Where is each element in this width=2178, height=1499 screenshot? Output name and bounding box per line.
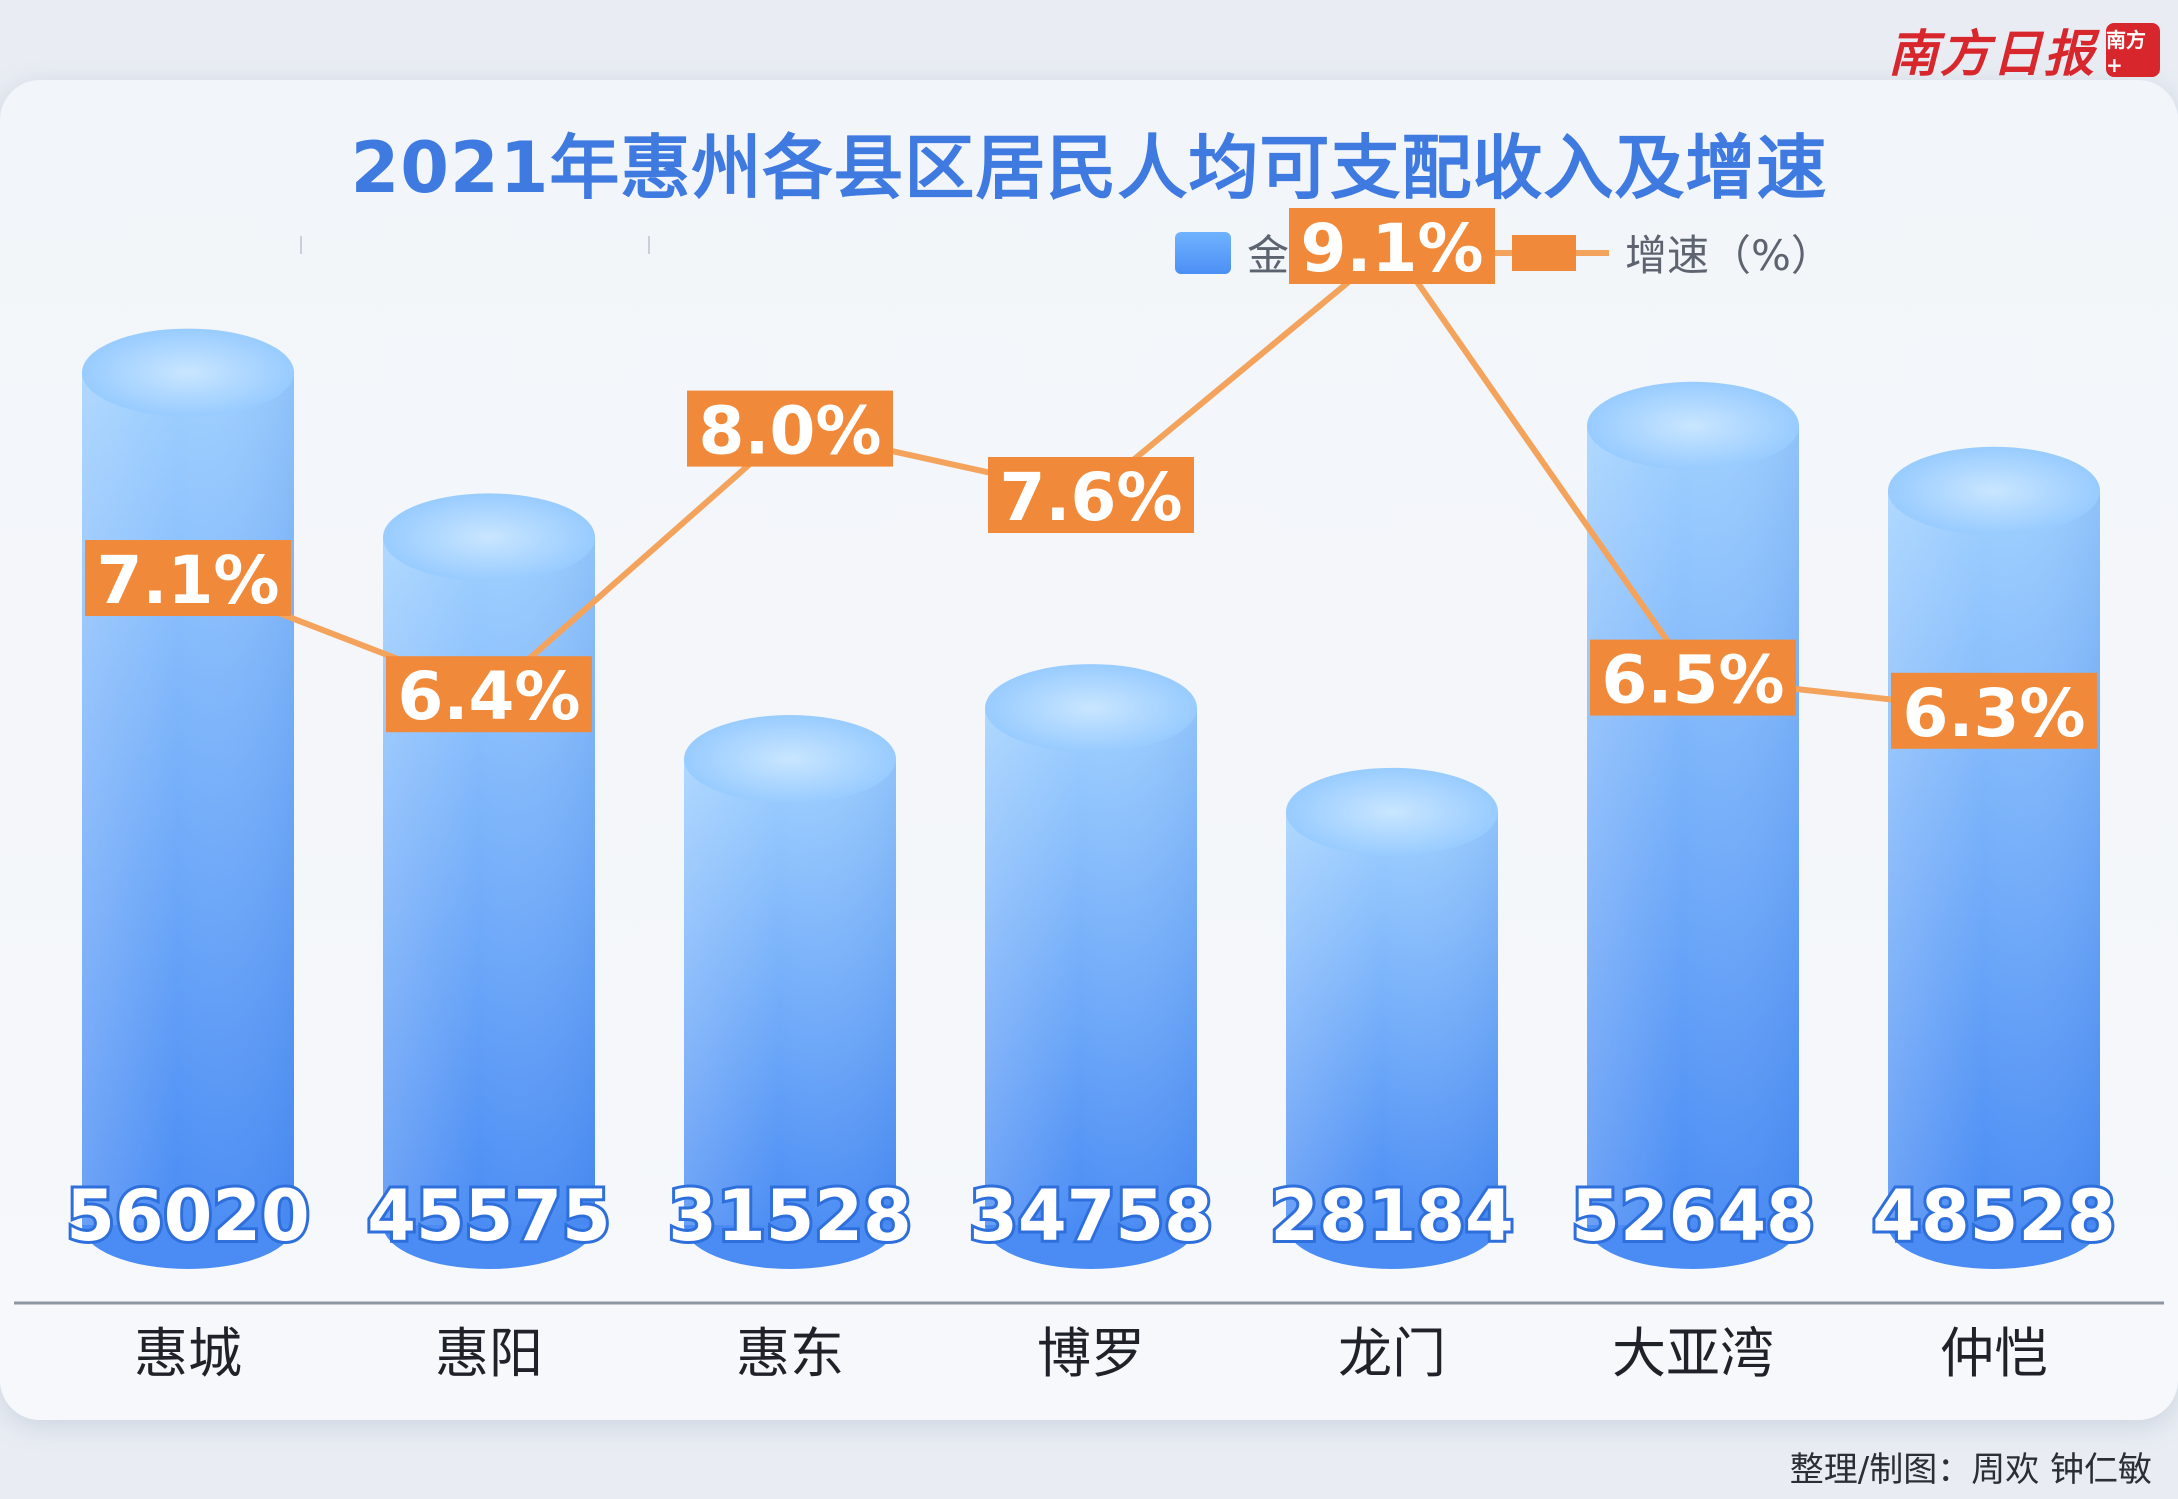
bar-value-label: 28184 bbox=[1270, 1175, 1514, 1257]
decorative-tick bbox=[300, 236, 302, 254]
legend-line-label: 增速（%） bbox=[1625, 231, 1833, 280]
bar-value-label: 52648 bbox=[1571, 1175, 1815, 1257]
bar-大亚湾 bbox=[1587, 381, 1799, 1269]
growth-label: 8.0% bbox=[698, 393, 881, 470]
growth-point-仲恺: 6.3% bbox=[1891, 672, 2097, 752]
bar-value-label: 56020 bbox=[66, 1175, 310, 1257]
legend-line-swatch bbox=[1479, 234, 1610, 271]
growth-label: 7.6% bbox=[999, 459, 1182, 536]
bar-惠东 bbox=[684, 715, 896, 1269]
brand-badge: 南方+ bbox=[2106, 23, 2160, 77]
x-tick-label: 惠东 bbox=[736, 1322, 844, 1385]
x-tick-label: 惠城 bbox=[134, 1322, 242, 1385]
brand-name: 南方日报 bbox=[1888, 24, 2096, 83]
brand-logo: 南方日报 南方+ bbox=[1888, 14, 2160, 86]
growth-label: 9.1% bbox=[1300, 210, 1483, 287]
bar-博罗 bbox=[985, 664, 1197, 1269]
bar-value-label: 48528 bbox=[1872, 1175, 2116, 1257]
x-tick-label: 仲恺 bbox=[1940, 1322, 2048, 1385]
decorative-tick bbox=[648, 236, 650, 254]
growth-point-惠阳: 6.4% bbox=[386, 656, 592, 735]
growth-point-博罗: 7.6% bbox=[988, 457, 1194, 536]
growth-label: 7.1% bbox=[96, 542, 279, 619]
chart-title: 2021年惠州各县区居民人均可支配收入及增速 bbox=[350, 127, 1828, 209]
x-tick-label: 大亚湾 bbox=[1612, 1322, 1774, 1385]
x-tick-label: 龙门 bbox=[1338, 1322, 1446, 1385]
growth-label: 6.3% bbox=[1902, 675, 2085, 752]
bar-value-label: 45575 bbox=[367, 1175, 611, 1257]
x-tick-label: 博罗 bbox=[1037, 1322, 1145, 1385]
legend-bar-swatch bbox=[1175, 231, 1231, 274]
bar-仲恺 bbox=[1888, 446, 2100, 1269]
growth-point-惠东: 8.0% bbox=[687, 390, 893, 470]
bar-value-label: 34758 bbox=[969, 1175, 1213, 1257]
credit-text: 整理/制图：周欢 钟仁敏 bbox=[1789, 1450, 2152, 1490]
bar-龙门 bbox=[1286, 767, 1498, 1269]
growth-point-龙门: 9.1% bbox=[1289, 208, 1495, 287]
growth-label: 6.5% bbox=[1601, 642, 1784, 719]
growth-point-大亚湾: 6.5% bbox=[1590, 639, 1796, 719]
bar-value-label: 31528 bbox=[668, 1175, 912, 1257]
growth-point-惠城: 7.1% bbox=[85, 540, 291, 619]
bar-惠阳 bbox=[383, 493, 595, 1269]
growth-label: 6.4% bbox=[397, 658, 580, 735]
bar-惠城 bbox=[82, 328, 294, 1269]
x-tick-label: 惠阳 bbox=[435, 1322, 543, 1385]
